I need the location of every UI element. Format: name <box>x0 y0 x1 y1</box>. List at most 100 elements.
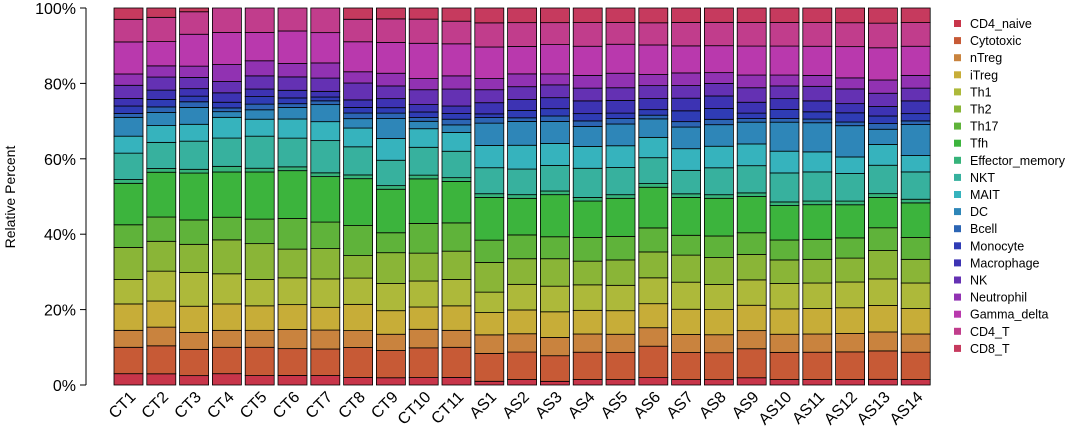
segment-CD4_naive <box>146 373 177 386</box>
segment-Th1 <box>179 272 210 307</box>
bar-AS14 <box>900 7 931 386</box>
segment-Bcell <box>408 117 439 122</box>
segment-Bcell <box>507 117 538 122</box>
segment-Macrophage <box>802 100 833 113</box>
bar-CT6 <box>277 7 308 386</box>
segment-MAIT <box>277 118 308 139</box>
segment-Tfh <box>671 197 701 236</box>
segment-NK <box>474 89 505 104</box>
segment-Gamma_delta <box>146 41 177 67</box>
segment-Effector_memory <box>211 165 242 173</box>
segment-Cytotoxic <box>277 348 308 376</box>
legend-label: Neutrophil <box>970 291 1027 305</box>
y-tick-label: 0% <box>53 378 76 395</box>
segment-Monocyte <box>146 99 177 108</box>
segment-Gamma_delta <box>605 43 636 74</box>
legend-item: Effector_memory <box>954 154 1066 168</box>
segment-iTreg <box>211 303 242 331</box>
segment-Cytotoxic <box>900 351 931 380</box>
segment-iTreg <box>507 309 538 335</box>
segment-DC <box>572 125 603 147</box>
legend-label: DC <box>970 205 988 219</box>
segment-Effector_memory <box>736 192 767 197</box>
segment-Effector_memory <box>146 168 177 173</box>
segment-Th1 <box>868 278 898 306</box>
segment-Cytotoxic <box>408 347 439 378</box>
segment-Gamma_delta <box>900 45 931 76</box>
segment-CD4_naive <box>507 379 538 386</box>
segment-Macrophage <box>408 104 439 113</box>
segment-nTreg <box>211 329 242 348</box>
segment-NKT <box>605 167 636 196</box>
legend-swatch <box>954 122 961 130</box>
segment-Th2 <box>375 252 406 284</box>
segment-NKT <box>343 146 374 176</box>
segment-CD4_T <box>113 18 144 43</box>
legend-swatch <box>954 259 961 267</box>
segment-MAIT <box>900 155 931 173</box>
segment-CD8_T <box>769 7 800 23</box>
segment-Monocyte <box>310 96 341 102</box>
segment-Neutrophil <box>868 79 898 94</box>
segment-NK <box>802 85 833 102</box>
legend-item: NKT <box>954 171 995 185</box>
segment-CD8_T <box>441 7 472 22</box>
segment-Th1 <box>638 277 669 305</box>
segment-NK <box>310 77 341 92</box>
bar-CT4 <box>211 7 242 386</box>
segment-Tfh <box>474 197 505 241</box>
segment-Th1 <box>900 282 931 309</box>
segment-Th17 <box>572 237 603 262</box>
legend-label: nTreg <box>970 51 1002 65</box>
segment-iTreg <box>769 308 800 335</box>
segment-iTreg <box>343 303 374 332</box>
segment-Tfh <box>211 171 242 218</box>
segment-Tfh <box>704 197 734 237</box>
segment-MAIT <box>638 136 669 159</box>
x-tick-label: AS13 <box>854 389 894 429</box>
segment-CD4_naive <box>736 377 767 386</box>
segment-NKT <box>769 172 800 203</box>
segment-Th2 <box>113 246 144 280</box>
segment-DC <box>310 104 341 123</box>
legend-item: Bcell <box>954 222 997 236</box>
segment-Th2 <box>900 258 931 284</box>
segment-Neutrophil <box>507 73 538 88</box>
segment-CD8_T <box>343 7 374 20</box>
segment-MAIT <box>310 121 341 142</box>
segment-CD4_naive <box>835 379 865 386</box>
segment-NKT <box>900 171 931 200</box>
segment-Th1 <box>146 270 177 302</box>
bar-CT5 <box>244 7 275 386</box>
segment-Bcell <box>638 114 669 120</box>
segment-Effector_memory <box>704 194 734 199</box>
segment-Gamma_delta <box>474 46 505 79</box>
segment-Th2 <box>835 257 865 283</box>
segment-CD4_naive <box>638 377 669 386</box>
legend-label: Tfh <box>970 137 988 151</box>
segment-Monocyte <box>244 96 275 105</box>
segment-Th17 <box>605 235 636 261</box>
segment-Th17 <box>375 232 406 254</box>
segment-CD4_T <box>736 22 767 47</box>
segment-Macrophage <box>310 90 341 98</box>
segment-NKT <box>146 141 177 169</box>
segment-Neutrophil <box>638 74 669 87</box>
segment-Monocyte <box>441 113 472 120</box>
segment-Th17 <box>638 227 669 253</box>
segment-Neutrophil <box>605 72 636 89</box>
segment-Monocyte <box>572 113 603 122</box>
segment-CD4_T <box>408 18 439 44</box>
segment-iTreg <box>113 303 144 331</box>
segment-Gamma_delta <box>179 33 210 67</box>
legend-item: CD4_T <box>954 325 1010 339</box>
segment-Monocyte <box>605 112 636 119</box>
segment-DC <box>605 123 636 147</box>
segment-Neutrophil <box>540 73 570 86</box>
segment-Th2 <box>769 259 800 284</box>
segment-CD8_T <box>835 7 865 24</box>
segment-Macrophage <box>900 100 931 115</box>
segment-Macrophage <box>835 103 865 114</box>
segment-nTreg <box>540 337 570 357</box>
